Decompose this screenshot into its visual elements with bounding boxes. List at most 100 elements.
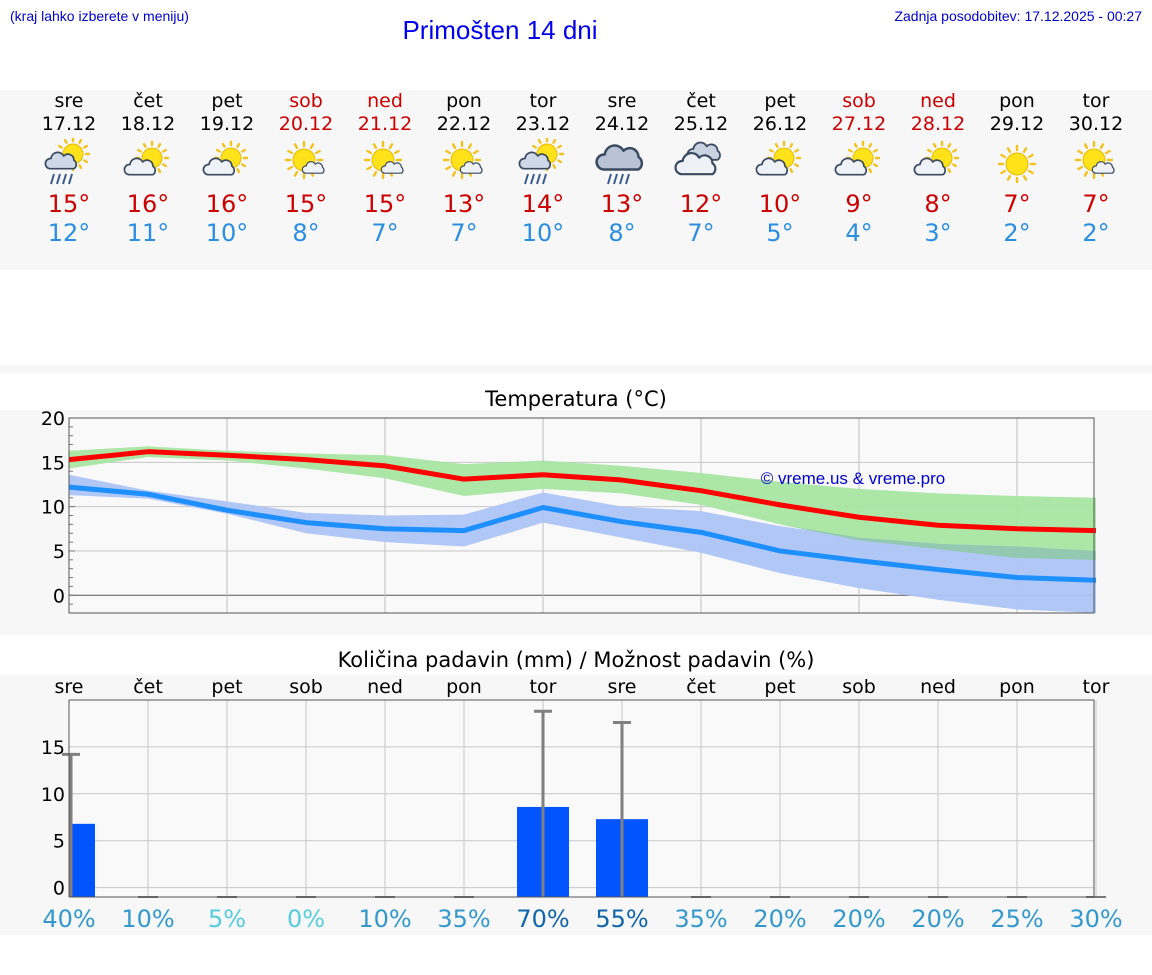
precipitation-probability-label: 0% <box>287 905 325 933</box>
y-tick-label: 15 <box>41 737 65 759</box>
day-date: 17.12 <box>41 113 97 135</box>
day-column: pon 22.12 13° 7° <box>424 90 504 248</box>
page-title: Primošten 14 dni <box>402 15 598 45</box>
min-temperature-line <box>68 484 1097 583</box>
y-tick-label: 15 <box>41 452 65 474</box>
y-tick-label: 5 <box>53 831 65 853</box>
day-date: 30.12 <box>1068 113 1124 135</box>
weather-sun-small-cloud-icon <box>266 138 346 190</box>
x-category-label: sre <box>608 676 637 698</box>
precipitation-probability-label: 35% <box>437 905 490 933</box>
day-date: 20.12 <box>278 113 334 135</box>
max-temperature-line <box>68 449 1097 534</box>
day-name: ned <box>367 90 403 112</box>
max-temperature: 10° <box>758 190 802 218</box>
weather-sun-cloud-icon <box>819 138 899 190</box>
last-updated: Zadnja posodobitev: 17.12.2025 - 00:27 <box>894 8 1142 24</box>
band-overlap <box>69 457 1096 560</box>
precipitation-probability-label: 35% <box>674 905 727 933</box>
y-tick-label: 20 <box>41 408 65 430</box>
min-temperature: 10° <box>521 219 565 247</box>
weather-cloud-rain-icon <box>582 138 662 190</box>
weather-sun-cloud-icon <box>187 138 267 190</box>
weather-cloudy-icon <box>661 138 741 190</box>
min-temperature: 10° <box>205 219 249 247</box>
day-name: ned <box>920 90 956 112</box>
day-column: pon 29.12 7° 2° <box>977 90 1057 248</box>
x-category-label: čet <box>686 676 716 698</box>
min-temperature-band <box>69 474 1096 613</box>
min-temperature: 2° <box>1003 219 1031 247</box>
precipitation-probability-label: 10% <box>358 905 411 933</box>
x-category-label: ned <box>920 676 956 698</box>
day-name: sob <box>842 90 876 112</box>
day-name: pon <box>999 90 1035 112</box>
precipitation-plot-area <box>69 700 1094 897</box>
day-date: 23.12 <box>515 113 571 135</box>
weather-sun-cloud-rain-icon <box>29 138 109 190</box>
day-column: čet 25.12 12° 7° <box>661 90 741 248</box>
max-temperature: 15° <box>363 190 407 218</box>
min-temperature: 4° <box>845 219 873 247</box>
max-temperature: 13° <box>600 190 644 218</box>
day-date: 21.12 <box>357 113 413 135</box>
precipitation-probability-label: 5% <box>208 905 246 933</box>
min-temperature: 12° <box>47 219 91 247</box>
day-name: sob <box>289 90 323 112</box>
x-category-label: sre <box>55 676 84 698</box>
max-temperature: 16° <box>205 190 249 218</box>
temperature-plot-border <box>68 417 1095 614</box>
min-temperature: 7° <box>371 219 399 247</box>
day-date: 27.12 <box>831 113 887 135</box>
precipitation-bar <box>69 823 95 897</box>
x-category-label: sob <box>842 676 876 698</box>
day-column: sre 24.12 13° 8° <box>582 90 662 248</box>
x-category-label: pon <box>999 676 1035 698</box>
max-temperature: 9° <box>845 190 873 218</box>
day-date: 24.12 <box>594 113 650 135</box>
day-column: pet 26.12 10° 5° <box>740 90 820 248</box>
min-temperature: 5° <box>766 219 794 247</box>
day-date: 26.12 <box>752 113 808 135</box>
day-column: sob 27.12 9° 4° <box>819 90 899 248</box>
precipitation-probability-label: 20% <box>753 905 806 933</box>
min-temperature: 8° <box>292 219 320 247</box>
weather-sun-cloud-icon <box>108 138 188 190</box>
max-temperature: 16° <box>126 190 170 218</box>
day-date: 28.12 <box>910 113 966 135</box>
max-temperature-band <box>69 446 1096 560</box>
precipitation-probability-label: 40% <box>42 905 95 933</box>
day-column: ned 28.12 8° 3° <box>898 90 978 248</box>
precipitation-probability-label: 70% <box>516 905 569 933</box>
location-hint[interactable]: (kraj lahko izberete v meniju) <box>10 8 189 24</box>
temperature-chart-title: Temperatura (°C) <box>485 387 667 411</box>
max-temperature: 7° <box>1082 190 1110 218</box>
day-date: 25.12 <box>673 113 729 135</box>
x-category-label: sob <box>289 676 323 698</box>
weather-sun-icon <box>977 138 1057 190</box>
max-temperature: 15° <box>284 190 328 218</box>
precipitation-probability-label: 30% <box>1069 905 1122 933</box>
x-category-label: čet <box>133 676 163 698</box>
max-temperature: 13° <box>442 190 486 218</box>
day-column: ned 21.12 15° 7° <box>345 90 425 248</box>
weather-sun-small-cloud-icon <box>345 138 425 190</box>
day-name: sre <box>54 90 84 112</box>
day-column: čet 18.12 16° 11° <box>108 90 188 248</box>
precipitation-probability-label: 10% <box>121 905 174 933</box>
y-tick-label: 0 <box>53 878 65 900</box>
day-column: tor 30.12 7° 2° <box>1056 90 1136 248</box>
y-tick-label: 10 <box>41 784 65 806</box>
day-name: sre <box>607 90 637 112</box>
y-tick-label: 10 <box>41 497 65 519</box>
precipitation-chart-title: Količina padavin (mm) / Možnost padavin … <box>337 648 815 672</box>
day-column: sre 17.12 15° 12° <box>29 90 109 248</box>
y-tick-label: 0 <box>53 585 65 607</box>
day-name: čet <box>686 90 716 112</box>
max-temperature: 15° <box>47 190 91 218</box>
day-column: tor 23.12 14° 10° <box>503 90 583 248</box>
watermark-text: © vreme.us & vreme.pro <box>761 469 945 488</box>
x-category-label: pon <box>446 676 482 698</box>
day-name: tor <box>529 90 557 112</box>
